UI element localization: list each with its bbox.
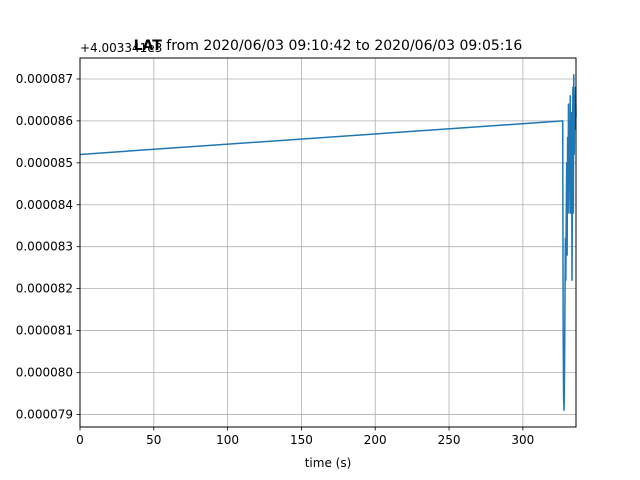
y-tick-label: 0.000083 (16, 240, 73, 254)
series-line (79, 74, 577, 411)
chart-title-rest: from 2020/06/03 09:10:42 to 2020/06/03 0… (162, 38, 523, 54)
x-tick-label: 0 (76, 433, 84, 447)
y-tick-label: 0.000080 (16, 365, 73, 379)
grid (79, 58, 576, 427)
x-tick-label: 200 (364, 433, 387, 447)
x-tick-label: 250 (438, 433, 461, 447)
y-tick-label: 0.000082 (16, 282, 73, 296)
x-tick-label: 50 (146, 433, 161, 447)
series-layer (79, 74, 577, 411)
y-tick-label: 0.000084 (16, 198, 73, 212)
y-tick-label: 0.000086 (16, 114, 73, 128)
y-offset-label: +4.003341e3 (80, 41, 162, 55)
x-tick-label: 300 (511, 433, 534, 447)
y-tick-label: 0.000085 (16, 156, 73, 170)
x-tick-label: 100 (216, 433, 239, 447)
chart-title: LAT from 2020/06/03 09:10:42 to 2020/06/… (134, 38, 523, 54)
ticks: 0 50 100 150 200 250 300 0.000079 0.000080 0.0000… (16, 72, 535, 447)
x-axis-label: time (s) (305, 456, 352, 470)
plot-frame (79, 57, 577, 428)
y-tick-label: 0.000081 (16, 324, 73, 338)
x-tick-label: 150 (290, 433, 313, 447)
y-tick-label: 0.000087 (16, 72, 73, 86)
y-tick-label: 0.000079 (16, 407, 73, 421)
chart-title-bold: LAT (134, 38, 163, 54)
